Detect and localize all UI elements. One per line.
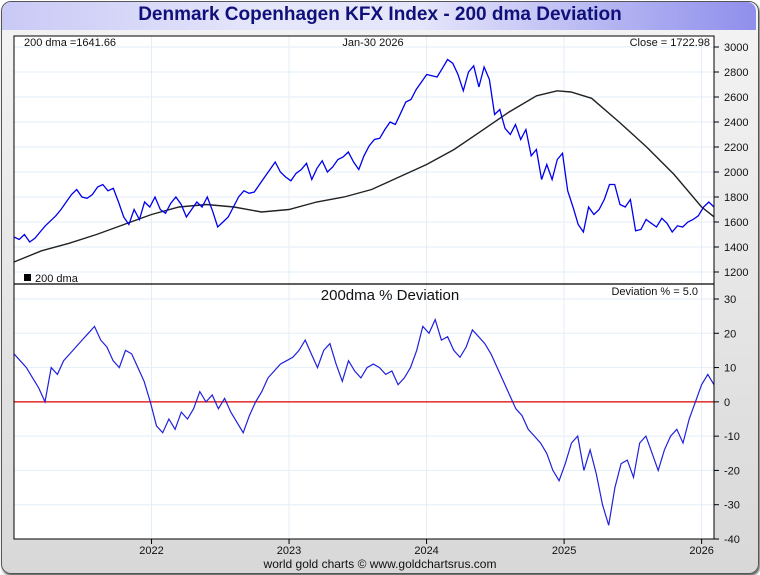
dma-200-line [13, 90, 715, 263]
deviation-value-label: Deviation % = 5.0 [611, 286, 698, 298]
chart-title: Denmark Copenhagen KFX Index - 200 dma D… [138, 4, 622, 25]
x-tick-label: 2023 [277, 545, 301, 557]
title-bar [2, 2, 756, 30]
plot-background [14, 36, 714, 539]
deviation-line [13, 317, 715, 526]
legend-swatch-200dma [24, 274, 31, 281]
price-line [13, 58, 715, 243]
price-y-tick-label: 2200 [724, 142, 748, 154]
x-tick-label: 2025 [552, 545, 576, 557]
deviation-y-tick-label: -30 [724, 500, 740, 512]
price-y-tick-label: 1800 [724, 192, 748, 204]
deviation-y-tick-label: -40 [724, 534, 740, 546]
deviation-y-tick-label: -20 [724, 465, 740, 477]
price-y-tick-label: 2600 [724, 92, 748, 104]
footer-credit: world gold charts © www.goldchartsrus.co… [263, 557, 497, 571]
dma-value-label: 200 dma =1641.66 [24, 37, 116, 49]
series-lines [13, 58, 715, 526]
price-y-tick-label: 2000 [724, 167, 748, 179]
price-y-tick-label: 1600 [724, 217, 748, 229]
close-value-label: Close = 1722.98 [630, 37, 710, 49]
price-y-tick-label: 2400 [724, 117, 748, 129]
price-y-tick-label: 1200 [724, 267, 748, 279]
x-tick-label: 2024 [414, 545, 438, 557]
deviation-y-tick-label: 0 [724, 397, 730, 409]
grid-lines [14, 36, 714, 539]
price-y-tick-label: 1400 [724, 242, 748, 254]
x-tick-label: 2026 [689, 545, 713, 557]
date-label: Jan-30 2026 [342, 37, 403, 49]
plot-border [13, 35, 715, 540]
deviation-panel-title: 200dma % Deviation [321, 287, 459, 304]
legend-label-200dma: 200 dma [35, 273, 79, 285]
deviation-y-tick-label: 20 [724, 328, 736, 340]
deviation-y-tick-label: -10 [724, 431, 740, 443]
price-y-tick-label: 3000 [724, 42, 748, 54]
deviation-y-tick-label: 30 [724, 294, 736, 306]
x-tick-label: 2022 [139, 545, 163, 557]
axis-labels: 1200 1400 1600 1800 2000 2200 2400 2600 2800 3000… [139, 42, 748, 557]
deviation-y-tick-label: 10 [724, 363, 736, 375]
price-y-tick-label: 2800 [724, 67, 748, 79]
axes [13, 35, 719, 544]
